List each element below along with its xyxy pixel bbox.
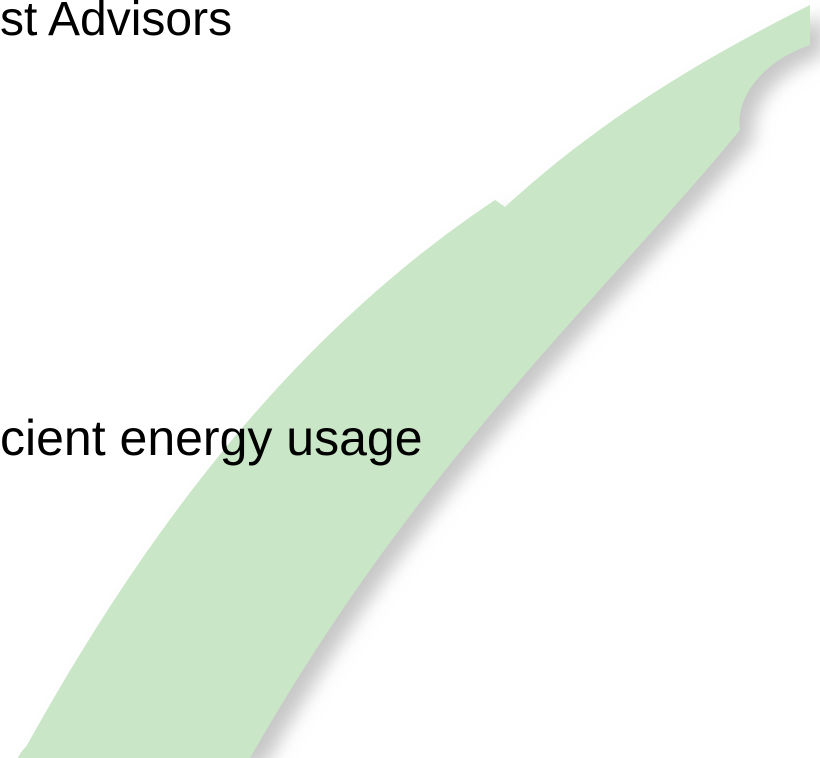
green-swoosh [20, 5, 810, 758]
background-swoosh [0, 0, 820, 758]
bullet-line: cient energy usage [0, 413, 423, 463]
slide: {"slide": {"lines": ["st Advisors", "cie… [0, 0, 820, 758]
heading-line: st Advisors [0, 0, 232, 44]
